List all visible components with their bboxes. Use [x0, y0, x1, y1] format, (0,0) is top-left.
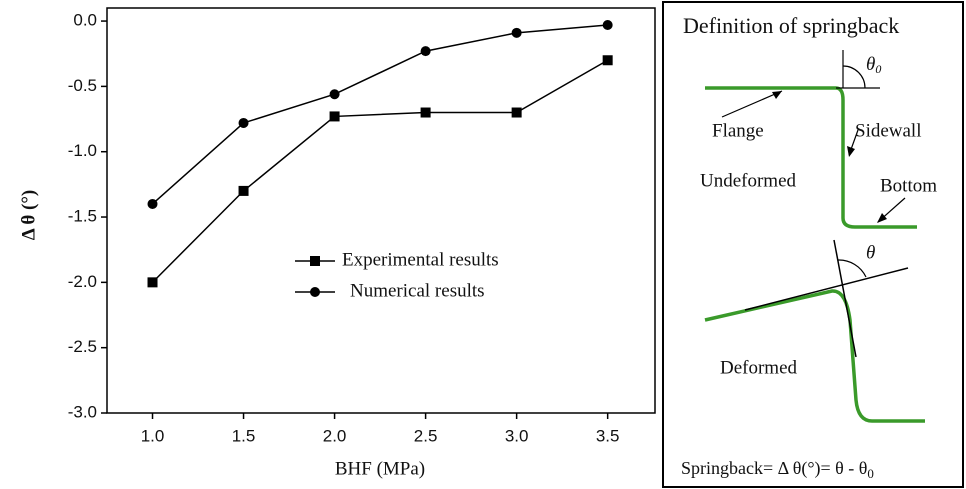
marker: [511, 107, 522, 118]
y-tick-label: -2.5: [68, 337, 97, 356]
tangent-line: [833, 239, 857, 358]
marker: [238, 185, 249, 196]
flange-label: Flange: [712, 120, 764, 141]
marker: [147, 277, 158, 288]
deformed-label: Deformed: [720, 357, 798, 378]
formula-text: Springback= Δ θ(°)= θ - θ: [681, 458, 867, 479]
series-line: [151, 59, 609, 283]
formula: Springback= Δ θ(°)= θ - θ0: [681, 458, 874, 481]
series-line: [152, 24, 608, 205]
x-tick-label: 1.5: [232, 426, 256, 445]
undeformed-profile: [705, 86, 917, 229]
x-axis-label: BHF (MPa): [335, 458, 425, 479]
x-tick-label: 2.0: [323, 426, 347, 445]
x-tick-label: 3.0: [505, 426, 529, 445]
deformed-profile: [704, 289, 925, 423]
tangent-line: [744, 267, 909, 311]
theta0-label: θ0: [866, 54, 881, 75]
arrow: [721, 90, 783, 118]
sidewall-label: Sidewall: [855, 120, 922, 141]
y-axis-label: Δ θ (°): [18, 190, 39, 241]
x-tick-label: 3.5: [596, 426, 620, 445]
diagram-title: Definition of springback: [683, 13, 899, 38]
diagram: Definition of springback θ0 Flange Sidew…: [662, 1, 964, 488]
plot-frame: [106, 7, 656, 414]
marker: [238, 117, 249, 128]
y-tick-label: -2.0: [68, 272, 97, 291]
legend-marker: [310, 287, 320, 297]
bottom-label: Bottom: [880, 175, 937, 196]
angle-arc: [842, 65, 866, 89]
theta-label: θ: [866, 242, 875, 263]
y-tick-label: -0.5: [68, 76, 97, 95]
legend-marker: [310, 256, 320, 266]
y-tick-label: -1.0: [68, 141, 97, 160]
arrow-head: [877, 213, 887, 223]
x-tick-label: 2.5: [414, 426, 438, 445]
y-tick-label: -3.0: [68, 402, 97, 421]
marker: [329, 89, 340, 100]
y-tick-label: -1.5: [68, 207, 97, 226]
theta-symbol: θ: [866, 54, 875, 75]
marker: [329, 111, 340, 122]
legend-label: Numerical results: [350, 280, 485, 301]
undeformed-label: Undeformed: [700, 170, 797, 191]
subscript: 0: [867, 466, 874, 481]
angle-arc: [837, 259, 867, 278]
marker: [602, 55, 613, 66]
marker: [420, 107, 431, 118]
y-tick-label: 0.0: [73, 11, 97, 30]
diagram-frame: [662, 1, 964, 488]
subscript: 0: [875, 62, 881, 76]
marker: [420, 46, 431, 57]
marker: [602, 19, 613, 30]
marker: [511, 27, 522, 38]
x-tick-label: 1.0: [141, 426, 165, 445]
arrow-head: [847, 146, 855, 157]
arrow-head: [772, 91, 782, 99]
legend-label: Experimental results: [342, 249, 499, 270]
marker: [147, 198, 158, 209]
